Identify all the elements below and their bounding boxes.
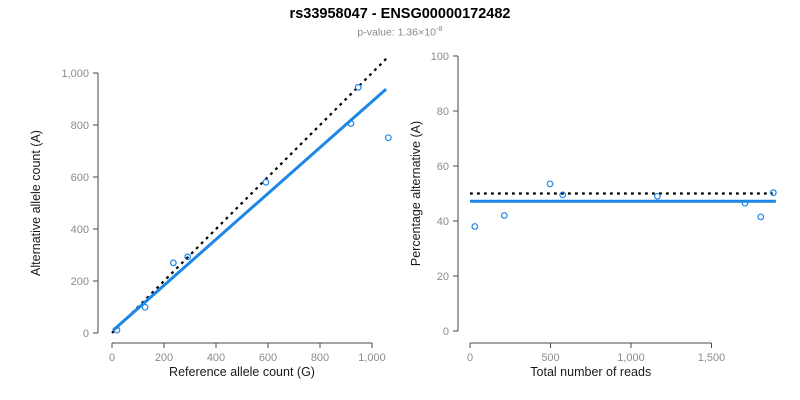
x-tick-label: 200 [155, 352, 173, 364]
x-axis-title: Total number of reads [530, 365, 651, 379]
data-point [769, 189, 777, 197]
y-tick-label: 1,000 [61, 68, 89, 80]
y-tick-label: 800 [71, 120, 89, 132]
data-point [113, 326, 121, 334]
y-tick-label: 20 [437, 271, 449, 283]
y-tick-label: 100 [431, 51, 449, 63]
data-point [546, 180, 554, 188]
pvalue-text: p-value: 1.36×10 [357, 26, 436, 39]
pvalue-exponent: -8 [435, 24, 443, 33]
data-point [169, 259, 177, 267]
data-point [262, 178, 270, 186]
x-tick-label: 0 [109, 352, 115, 364]
y-axis-title: Percentage alternative (A) [409, 121, 423, 266]
data-point [741, 199, 749, 207]
y-tick-label: 0 [443, 326, 449, 338]
x-tick-label: 1,500 [698, 352, 726, 364]
percentage-alternative-chart: 0 20 40 60 80 100 0 500 1,000 1,500 Total number o… [409, 51, 777, 379]
y-axis-title: Alternative allele count (A) [29, 130, 43, 276]
data-point [654, 192, 661, 200]
y-tick-label: 600 [71, 172, 89, 184]
y-tick-label: 400 [71, 224, 89, 236]
page-title: rs33958047 - ENSG00000172482 [289, 6, 511, 22]
y-tick-label: 0 [83, 328, 89, 340]
allele-counts-chart: 0 200 400 600 800 1,000 0 200 400 600 800 1,000 Refe… [29, 55, 392, 379]
y-tick-label: 200 [71, 276, 89, 288]
x-tick-label: 500 [541, 352, 559, 364]
x-tick-label: 600 [259, 352, 277, 364]
y-tick-label: 80 [437, 106, 449, 118]
data-point [757, 213, 765, 221]
data-point [559, 191, 567, 199]
identity-line [111, 55, 390, 334]
pvalue-subtitle: p-value: 1.36×10-8 [0, 24, 800, 39]
data-point [500, 212, 508, 219]
data-point [471, 223, 479, 230]
x-tick-label: 800 [311, 352, 329, 364]
regression-line [112, 87, 388, 332]
data-point [354, 83, 362, 91]
x-tick-label: 1,000 [617, 352, 645, 364]
data-point [184, 253, 192, 261]
data-point [384, 134, 392, 142]
x-tick-label: 1,000 [358, 352, 386, 364]
x-axis-title: Reference allele count (G) [169, 365, 315, 379]
x-tick-label: 0 [467, 352, 473, 364]
y-tick-label: 60 [437, 161, 449, 173]
x-tick-label: 400 [207, 352, 225, 364]
data-point [347, 120, 355, 127]
y-tick-label: 40 [437, 216, 449, 228]
data-point [141, 303, 149, 311]
